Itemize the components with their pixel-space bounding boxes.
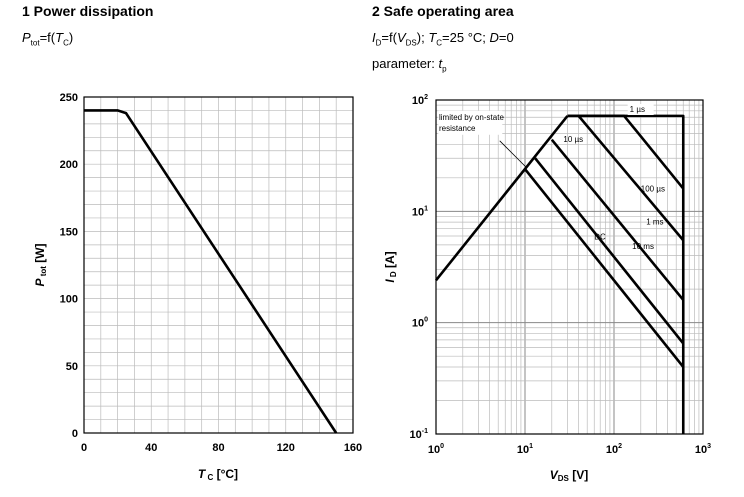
- label-1us: 1 µs: [630, 105, 645, 114]
- tick-labels: 100 101 102 103 10-1 100 101 102: [410, 94, 712, 456]
- y-tick-label: 100: [60, 294, 78, 306]
- x-tick-label: 160: [344, 442, 362, 454]
- y-axis-label: I D [A]: [383, 251, 398, 282]
- label-10us: 10 µs: [563, 135, 583, 144]
- power-dissipation-chart: 0 40 80 120 160 0 50 100 150 200 250 P tot [W] T C…: [33, 92, 362, 482]
- chart2-subtitle: ID=f(VDS); TC=25 °C; D=0: [372, 30, 514, 48]
- label-100us: 100 µs: [641, 185, 665, 194]
- limit-leader-line: [499, 140, 528, 169]
- tick-labels: 0 40 80 120 160 0 50 100 150 200 250: [60, 92, 363, 454]
- limit-label-bg: [438, 110, 503, 135]
- grid: [436, 100, 703, 434]
- x-tick-label: 103: [695, 443, 711, 456]
- y-tick-label: 0: [72, 428, 78, 440]
- x-axis-label: T C [°C]: [198, 467, 238, 482]
- soa-curve: [550, 138, 685, 301]
- label-dc: DC: [594, 232, 606, 241]
- x-tick-label: 101: [517, 443, 533, 456]
- label-bg: [627, 104, 654, 116]
- plot-frame: [435, 99, 704, 435]
- y-tick-label: 102: [412, 94, 428, 107]
- chart1-subtitle: Ptot=f(TC): [22, 30, 74, 48]
- x-tick-label: 0: [81, 442, 87, 454]
- y-tick-label: 10-1: [410, 428, 429, 441]
- x-tick-label: 120: [277, 442, 295, 454]
- soa-curve: [534, 157, 685, 345]
- y-tick-label: 200: [60, 159, 78, 171]
- y-axis-label: P tot [W]: [33, 243, 48, 286]
- y-tick-label: 250: [60, 92, 78, 104]
- x-tick-label: 80: [212, 442, 224, 454]
- x-axis-label: VDS [V]: [550, 468, 588, 483]
- soa-curve: [567, 114, 685, 190]
- soa-curves: [434, 114, 685, 434]
- label-10ms: 10 ms: [632, 242, 654, 251]
- chart2-heading: 2 Safe operating area: [372, 3, 514, 19]
- x-tick-label: 102: [606, 443, 622, 456]
- y-tick-label: 100: [412, 317, 428, 330]
- x-tick-label: 100: [428, 443, 444, 456]
- chart2-parameter: parameter: tp: [372, 56, 447, 74]
- grid: [84, 97, 353, 433]
- power-curve: [84, 109, 338, 434]
- soa-curve: [523, 168, 685, 368]
- soa-curve: [434, 115, 569, 282]
- y-tick-label: 101: [412, 205, 428, 218]
- plot-frame: [83, 96, 354, 434]
- x-tick-label: 40: [145, 442, 157, 454]
- y-tick-label: 50: [66, 361, 78, 373]
- label-1ms: 1 ms: [646, 218, 663, 227]
- soa-curve: [577, 115, 685, 242]
- chart1-heading: 1 Power dissipation: [22, 3, 154, 19]
- soa-curve: [567, 114, 685, 434]
- safe-operating-area-chart: 100 101 102 103 10-1 100 101 102 limited by on-…: [383, 94, 711, 483]
- limit-label: limited by on-state resistance: [439, 113, 504, 133]
- annotations: limited by on-state resistance 1 µs 10 µs 10…: [438, 104, 665, 251]
- y-tick-label: 150: [60, 226, 78, 238]
